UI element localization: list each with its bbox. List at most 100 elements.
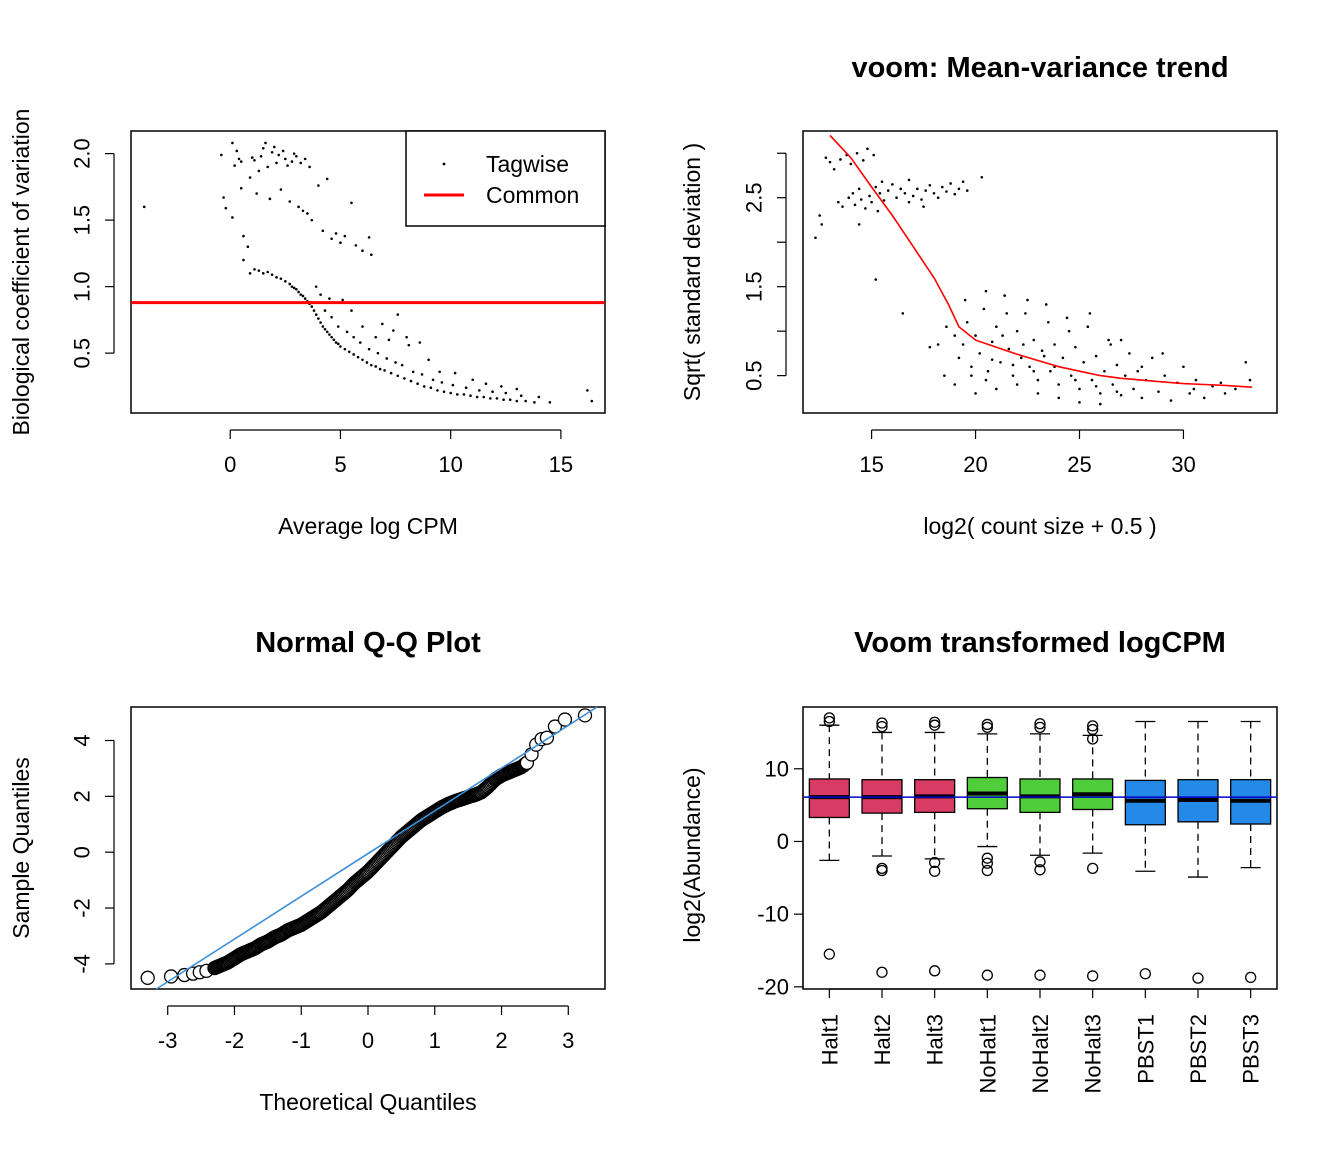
voom-point: [1161, 352, 1164, 355]
y-tick-label: -2: [70, 898, 95, 918]
tagwise-point: [295, 154, 298, 158]
tagwise-point: [438, 370, 441, 374]
tagwise-point: [328, 333, 331, 336]
tagwise-point: [248, 176, 252, 179]
voom-point: [1202, 396, 1206, 400]
tagwise-point: [548, 401, 552, 404]
tagwise-point: [422, 385, 426, 388]
x-tick-label: 0: [224, 452, 236, 477]
tagwise-point: [469, 394, 472, 398]
voom-point: [839, 158, 842, 161]
tagwise-point: [270, 273, 274, 276]
tagwise-point: [268, 197, 272, 201]
y-tick-label: -4: [70, 954, 95, 974]
tagwise-point: [400, 363, 404, 367]
voom-point: [1192, 387, 1196, 391]
y-tick-label: 10: [765, 756, 789, 781]
voom-point: [1090, 378, 1094, 382]
tagwise-point: [352, 335, 355, 339]
outlier-point: [929, 719, 941, 731]
voom-point: [1065, 316, 1069, 320]
voom-point: [932, 191, 936, 195]
tagwise-point: [314, 313, 318, 316]
x-tick-label: 5: [334, 452, 346, 477]
tagwise-point: [248, 272, 252, 275]
y-tick-label: -10: [757, 902, 789, 927]
voom-point: [857, 223, 861, 226]
voom-point: [847, 196, 851, 200]
tagwise-point: [478, 389, 481, 392]
tagwise-point: [396, 313, 400, 316]
voom-point: [1157, 390, 1160, 393]
tagwise-point: [330, 237, 333, 241]
voom-point: [970, 365, 973, 369]
voom-point: [895, 196, 898, 200]
box-y-label: log2(Abundance): [679, 767, 705, 942]
tagwise-point: [328, 297, 331, 300]
voom-point: [907, 178, 911, 182]
voom-point: [864, 207, 867, 210]
tagwise-point: [442, 390, 446, 394]
voom-point: [1194, 378, 1198, 382]
tagwise-point: [495, 397, 499, 400]
tagwise-point: [292, 286, 296, 290]
tagwise-point: [347, 350, 351, 354]
legend-box: [405, 130, 606, 227]
tagwise-point: [482, 395, 486, 399]
tagwise-point: [358, 341, 362, 344]
voom-point: [1001, 334, 1004, 337]
y-tick-label: 0.5: [742, 360, 767, 391]
tagwise-point: [343, 347, 347, 351]
tagwise-point: [407, 343, 411, 347]
tagwise-point: [462, 393, 466, 396]
voom-point: [859, 198, 863, 201]
tagwise-point: [374, 335, 378, 339]
outlier-point: [876, 862, 888, 875]
voom-point: [928, 345, 932, 349]
qq-plot-frame: [130, 706, 606, 990]
voom-point: [1074, 345, 1077, 349]
voom-point: [961, 180, 965, 184]
voom-point: [857, 187, 861, 191]
box-NoHalt1: [966, 718, 1008, 981]
voom-y-axis: 0.5 1.5 2.5: [742, 152, 787, 391]
outlier-point: [876, 966, 888, 978]
tagwise-point: [504, 391, 508, 395]
voom-point: [1107, 338, 1110, 342]
voom-point: [1094, 385, 1098, 388]
voom-point: [1053, 343, 1056, 346]
tagwise-point: [299, 161, 303, 165]
tagwise-point: [261, 272, 265, 275]
category-label: NoHalt2: [1028, 1014, 1053, 1093]
voom-point: [961, 343, 965, 346]
legend-common-label: Common: [486, 182, 579, 208]
voom-point: [1019, 356, 1023, 360]
voom-point: [984, 378, 988, 382]
outlier-point: [1034, 718, 1046, 730]
y-tick-label: 1.5: [70, 205, 95, 236]
voom-point: [1128, 352, 1131, 355]
voom-point: [1094, 354, 1098, 358]
voom-point: [1248, 378, 1252, 382]
tagwise-point: [275, 161, 278, 165]
voom-x-label: log2( count size + 0.5 ): [923, 513, 1156, 539]
outlier-point: [876, 717, 888, 729]
tagwise-point: [286, 164, 289, 167]
y-tick-label: 2.5: [742, 182, 767, 213]
tagwise-point: [257, 269, 261, 272]
x-tick-label: -3: [158, 1028, 178, 1053]
outlier-point: [823, 715, 835, 728]
voom-point: [1069, 374, 1073, 377]
tagwise-point: [370, 363, 373, 367]
voom-point: [1040, 349, 1044, 353]
voom-point: [1074, 378, 1077, 382]
voom-point: [982, 307, 986, 311]
outlier-point: [981, 864, 993, 877]
outlier-point: [1034, 969, 1046, 981]
tagwise-point: [471, 378, 475, 382]
tagwise-point: [533, 401, 536, 404]
voom-point: [928, 183, 932, 187]
voom-point: [986, 369, 990, 373]
x-tick-label: 1: [429, 1028, 441, 1053]
